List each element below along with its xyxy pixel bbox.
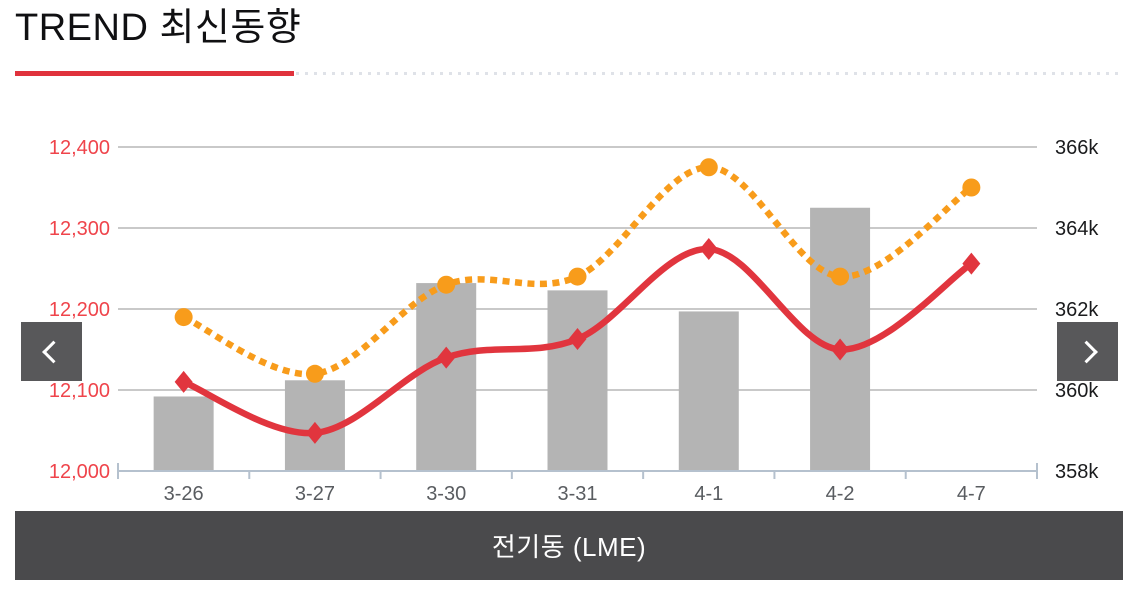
left-axis-tick-label: 12,300 xyxy=(49,218,110,240)
x-axis-category-label: 3-30 xyxy=(426,483,466,505)
bar xyxy=(416,283,477,471)
red-line-marker xyxy=(962,252,981,275)
red-line-marker xyxy=(174,370,193,393)
left-axis-tick-label: 12,400 xyxy=(49,137,110,159)
x-axis-category-label: 4-2 xyxy=(826,483,855,505)
chart-footer: 전기동 (LME) xyxy=(15,511,1123,580)
red-line-marker xyxy=(699,238,718,261)
page-title: TREND 최신동향 xyxy=(15,7,302,49)
next-button[interactable] xyxy=(1057,322,1118,381)
x-axis-category-label: 4-7 xyxy=(957,483,986,505)
right-axis-tick-label: 364k xyxy=(1055,218,1099,240)
bar xyxy=(153,396,214,471)
title-dotted-rule xyxy=(296,72,1122,75)
left-axis-tick-label: 12,000 xyxy=(49,461,110,483)
orange-dotted-line-marker xyxy=(174,308,193,327)
prev-button[interactable] xyxy=(21,322,82,381)
red-line-marker xyxy=(305,421,324,444)
bar xyxy=(678,311,739,471)
orange-dotted-line-marker xyxy=(699,158,718,177)
bar xyxy=(547,290,608,471)
orange-dotted-line-marker xyxy=(568,267,587,286)
chevron-right-icon xyxy=(1074,340,1098,363)
right-axis-tick-label: 360k xyxy=(1055,380,1099,402)
right-axis-tick-label: 358k xyxy=(1055,461,1099,483)
x-axis-category-label: 4-1 xyxy=(694,483,723,505)
red-line-marker xyxy=(568,327,587,350)
chevron-left-icon xyxy=(41,340,65,363)
title-underline xyxy=(15,71,294,76)
orange-dotted-line-marker xyxy=(437,275,456,294)
chart-footer-label: 전기동 (LME) xyxy=(491,532,647,562)
orange-dotted-line-marker xyxy=(305,364,324,383)
red-line-marker xyxy=(437,346,456,369)
x-axis-category-label: 3-31 xyxy=(557,483,597,505)
red-line-marker xyxy=(831,338,850,361)
left-axis-tick-label: 12,100 xyxy=(49,380,110,402)
orange-dotted-line-marker xyxy=(962,178,981,197)
x-axis-category-label: 3-27 xyxy=(295,483,335,505)
right-axis-tick-label: 366k xyxy=(1055,137,1099,159)
orange-dotted-line-marker xyxy=(831,267,850,286)
x-axis-category-label: 3-26 xyxy=(164,483,204,505)
left-axis-tick-label: 12,200 xyxy=(49,299,110,321)
right-axis-tick-label: 362k xyxy=(1055,299,1099,321)
